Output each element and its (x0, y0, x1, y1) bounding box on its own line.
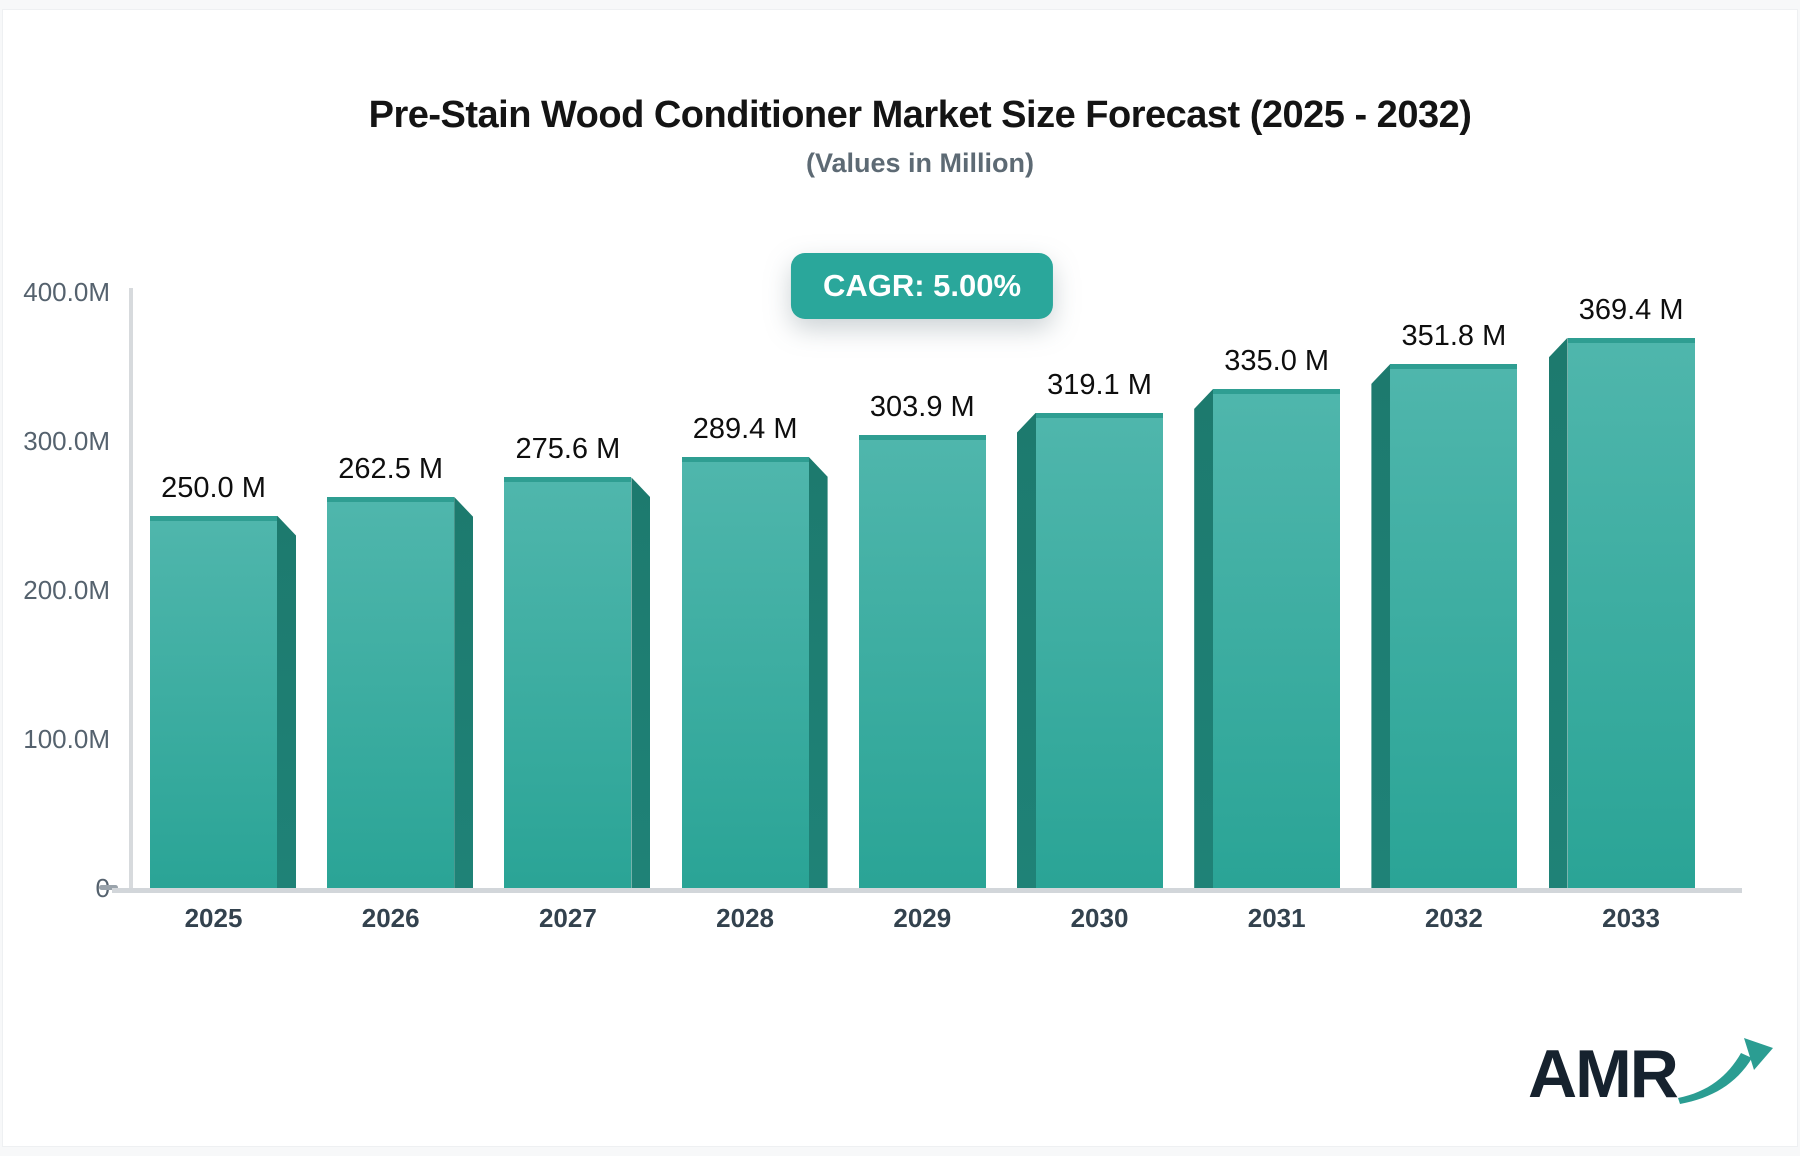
zero-tick-mark (99, 885, 118, 890)
y-axis-line (129, 288, 133, 893)
bar-2026 (327, 496, 455, 888)
bar-2032 (1390, 363, 1518, 888)
x-axis-category-label: 2032 (1424, 903, 1483, 933)
bar-value-label: 351.8 M (1401, 319, 1507, 352)
bar-value-label: 319.1 M (1047, 368, 1152, 401)
bar-2031 (1213, 388, 1341, 888)
bar-2028 (681, 456, 809, 888)
x-axis-category-label: 2030 (1070, 903, 1129, 933)
bar-3d-side (808, 456, 828, 888)
bar-2033 (1567, 337, 1695, 888)
x-axis-line (112, 888, 1742, 893)
bar-3d-side (1371, 363, 1391, 888)
x-axis-category-label: 2025 (184, 903, 243, 933)
x-axis-category-label: 2031 (1247, 903, 1306, 933)
x-axis-category-label: 2027 (538, 903, 597, 933)
cagr-badge: CAGR: 5.00% (790, 253, 1054, 319)
bar-2029 (858, 435, 986, 888)
x-axis-category-label: 2029 (893, 903, 952, 933)
bar-2025 (150, 515, 277, 888)
growth-arrow-icon (1678, 1038, 1773, 1104)
bar-2027 (504, 477, 632, 888)
bar-3d-side (1194, 388, 1214, 888)
x-axis-category-label: 2033 (1602, 903, 1661, 933)
y-axis-tick-label: 400.0M (23, 277, 110, 307)
bar-2030 (1036, 412, 1163, 888)
x-axis-category-label: 2026 (361, 903, 420, 933)
chart-subtitle: (Values in Million) (805, 148, 1035, 178)
page-title: Pre-Stain Wood Conditioner Market Size F… (368, 94, 1472, 136)
y-axis-tick-label: 100.0M (23, 724, 110, 754)
bar-value-label: 262.5 M (338, 452, 444, 485)
y-axis-tick-label: 0 (6, 875, 110, 901)
bar-value-label: 335.0 M (1224, 344, 1330, 377)
amr-logo: AMR (1528, 1028, 1773, 1120)
bar-3d-side (277, 515, 296, 888)
bar-value-label: 275.6 M (515, 433, 621, 466)
bar-value-label: 303.9 M (869, 391, 975, 424)
x-axis-category-label: 2028 (716, 903, 775, 933)
bar-value-label: 369.4 M (1578, 293, 1684, 326)
bar-3d-side (454, 496, 474, 888)
bar-3d-side (631, 477, 651, 888)
logo-text: AMR (1528, 1036, 1679, 1112)
bar-value-label: 289.4 M (692, 412, 798, 445)
bar-3d-side (1548, 337, 1568, 888)
bar-3d-side (1017, 412, 1036, 888)
y-axis-tick-label: 200.0M (23, 575, 110, 605)
bar-value-label: 250.0 M (161, 471, 266, 504)
y-axis-tick-label: 300.0M (23, 426, 110, 456)
